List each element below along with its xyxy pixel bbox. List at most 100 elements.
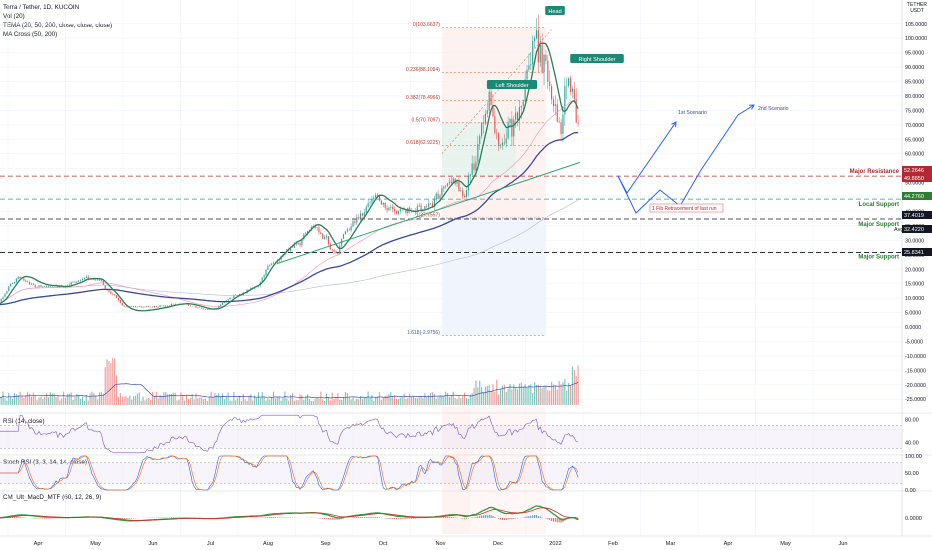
volume-bar	[89, 393, 91, 405]
macd-histogram-bar	[509, 518, 511, 519]
candle-body	[547, 60, 549, 82]
candle-body	[575, 98, 577, 123]
volume-bar	[80, 398, 82, 405]
volume-indicator-label[interactable]: Vol (20)	[3, 13, 25, 20]
candle-body	[269, 264, 271, 267]
volume-bar	[541, 387, 543, 405]
ma-cross-indicator-label[interactable]: MA Cross (50, 200)	[3, 31, 58, 38]
volume-bar	[331, 392, 333, 405]
candle-body	[532, 41, 534, 65]
volume-bar	[142, 396, 144, 405]
candle-body	[324, 237, 326, 239]
macd-histogram-bar	[335, 518, 337, 520]
candle-body	[153, 306, 155, 308]
volume-bar	[507, 389, 509, 405]
volume-bar	[87, 400, 89, 405]
macd-histogram-bar	[329, 518, 331, 520]
candle-body	[511, 118, 513, 137]
candle-body	[305, 233, 307, 235]
volume-bar	[488, 384, 490, 405]
candle-body	[6, 291, 8, 294]
volume-bar	[172, 392, 174, 405]
macd-histogram-bar	[356, 517, 358, 518]
volume-bar	[272, 391, 275, 405]
candle-body	[15, 278, 17, 282]
candle-body	[518, 107, 521, 121]
projection-zone	[441, 217, 546, 336]
volume-bar	[462, 396, 464, 405]
candle-body	[13, 281, 16, 284]
macd-histogram-bar	[462, 518, 464, 519]
candle-body	[325, 236, 328, 238]
volume-bar	[562, 382, 564, 405]
macd-histogram-bar	[492, 515, 494, 518]
candle-body	[558, 121, 560, 123]
price-tag	[902, 248, 932, 256]
volume-bar	[409, 393, 411, 405]
volume-bar	[552, 384, 555, 405]
candle-body	[203, 308, 205, 310]
volume-bar	[490, 391, 492, 405]
macd-histogram-bar	[532, 515, 534, 518]
volume-bar	[375, 396, 377, 405]
volume-bar	[418, 396, 420, 405]
volume-bar	[227, 392, 229, 405]
volume-bar	[32, 392, 34, 405]
volume-bar	[566, 391, 568, 405]
candle-body	[318, 227, 320, 233]
candle-body	[301, 238, 303, 246]
volume-bar	[392, 397, 394, 405]
volume-bar	[346, 393, 348, 405]
macd-histogram-bar	[271, 517, 273, 518]
macd-histogram-bar	[524, 516, 526, 518]
candle-body	[199, 307, 201, 309]
macd-histogram-bar	[513, 518, 515, 519]
fib-level-label: 0.618(62.9225)	[406, 140, 440, 146]
stoch-rsi-pane-label[interactable]: Stoch RSI (3, 3, 14, 14, close)	[3, 459, 87, 466]
macd-histogram-bar	[481, 515, 483, 518]
volume-bar	[112, 357, 114, 405]
macd-pane-label[interactable]: CM_Ult_MacD_MTF (60, 12, 26, 9)	[3, 494, 102, 501]
candle-body	[11, 283, 14, 284]
volume-bar	[426, 397, 428, 405]
macd-histogram-bar	[365, 517, 367, 518]
macd-histogram-bar	[21, 517, 23, 518]
candle-body	[299, 243, 301, 246]
macd-histogram-bar	[475, 517, 477, 518]
candle-body	[443, 186, 445, 189]
volume-bar	[250, 394, 252, 405]
price-axis-label: 90.0000	[905, 65, 924, 71]
volume-bar	[286, 398, 288, 405]
volume-bar	[526, 387, 528, 405]
volume-bar	[46, 393, 48, 405]
volume-bar	[327, 397, 329, 405]
volume-bar	[429, 393, 432, 405]
macd-histogram-bar	[443, 517, 445, 518]
macd-histogram-bar	[477, 516, 479, 518]
symbol-title[interactable]: Terra / Tether, 1D, KUCOIN	[3, 4, 80, 11]
candle-body	[549, 81, 551, 87]
candle-body	[271, 263, 273, 265]
volume-bar	[195, 393, 197, 405]
candle-body	[522, 101, 524, 106]
volume-bar	[208, 396, 210, 405]
volume-bar	[520, 382, 522, 405]
candle-body	[507, 122, 509, 139]
rsi-pane-label[interactable]: RSI (14, close)	[3, 418, 45, 425]
volume-bar	[530, 384, 532, 405]
volume-bar	[150, 399, 152, 405]
candle-body	[554, 104, 556, 106]
price-axis-label: 15.0000	[905, 282, 924, 288]
tema-indicator-label[interactable]: TEMA (20, 50, 200, close, close, close)	[3, 22, 113, 29]
volume-bar	[412, 395, 415, 405]
price-axis-label: -5.0000	[905, 339, 923, 345]
candle-body	[445, 185, 447, 187]
macd-histogram-bar	[535, 514, 538, 518]
macd-histogram-bar	[123, 518, 125, 519]
volume-bar	[499, 389, 502, 405]
candle-body	[520, 105, 522, 108]
candle-body	[494, 116, 496, 133]
tema-fast-line	[0, 42, 579, 312]
time-axis-label: May	[90, 541, 101, 547]
